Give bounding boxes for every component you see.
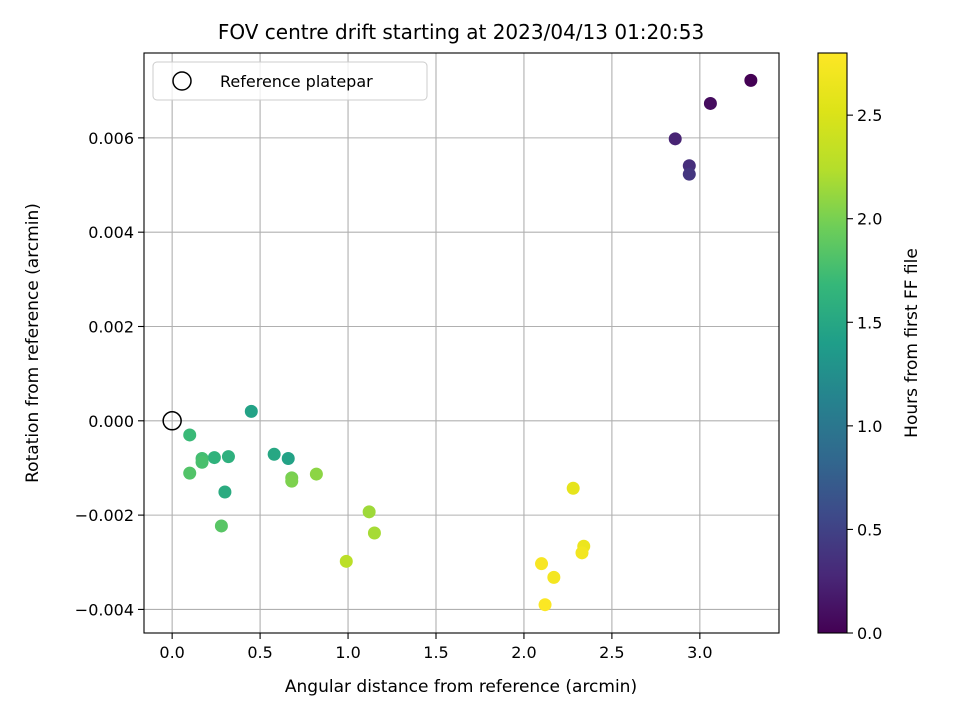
- legend-entry-reference: Reference platepar: [220, 72, 373, 91]
- data-point: [339, 554, 353, 568]
- plot-area: [144, 53, 779, 633]
- colorbar-tick-label: 2.0: [857, 210, 882, 229]
- data-point: [183, 466, 197, 480]
- data-point: [703, 96, 717, 110]
- legend: Reference platepar: [152, 61, 428, 101]
- reference-platepar-marker: [162, 411, 182, 431]
- legend-reference-marker: [172, 71, 192, 91]
- y-tick-label: 0.006: [88, 129, 134, 148]
- y-tick-label: 0.002: [88, 317, 134, 336]
- colorbar-frame: [817, 52, 848, 634]
- data-point: [538, 598, 552, 612]
- data-point: [218, 485, 232, 499]
- data-point: [285, 474, 299, 488]
- colorbar-tick-label: 1.5: [857, 313, 882, 332]
- y-tick-label: −0.002: [75, 506, 134, 525]
- data-point: [267, 447, 281, 461]
- data-point: [668, 132, 682, 146]
- x-tick-label: 2.5: [599, 643, 624, 662]
- y-tick-label: 0.000: [88, 412, 134, 431]
- data-point: [535, 557, 549, 571]
- data-point: [214, 519, 228, 533]
- x-tick-label: 3.0: [687, 643, 712, 662]
- y-axis-label: Rotation from reference (arcmin): [23, 203, 43, 483]
- data-point: [244, 404, 258, 418]
- x-tick-label: 0.0: [159, 643, 184, 662]
- data-point: [682, 167, 696, 181]
- x-tick-label: 2.0: [511, 643, 536, 662]
- data-point: [309, 467, 323, 481]
- data-point: [566, 481, 580, 495]
- chart-title: FOV centre drift starting at 2023/04/13 …: [218, 20, 704, 44]
- x-tick-label: 1.5: [423, 643, 448, 662]
- legend-box: [152, 61, 428, 101]
- data-point: [547, 570, 561, 584]
- data-point: [744, 73, 758, 87]
- y-tick-label: 0.004: [88, 223, 134, 242]
- colorbar-label: Hours from first FF file: [902, 248, 922, 438]
- data-point: [207, 451, 221, 465]
- data-point: [281, 452, 295, 466]
- x-tick-label: 1.0: [335, 643, 360, 662]
- y-tick-label: −0.004: [75, 600, 134, 619]
- plot-frame: [143, 52, 780, 634]
- colorbar-tick-label: 0.5: [857, 520, 882, 539]
- data-point: [575, 546, 589, 560]
- x-tick-label: 0.5: [247, 643, 272, 662]
- colorbar-tick-label: 1.0: [857, 417, 882, 436]
- x-axis-label: Angular distance from reference (arcmin): [285, 677, 637, 697]
- colorbar: [818, 53, 847, 633]
- y-axis-ticks: −0.004 −0.002 0.000 0.002 0.004 0.006: [75, 129, 144, 619]
- data-points: [183, 73, 758, 612]
- data-point: [362, 505, 376, 519]
- colorbar-ticks: 0.0 0.5 1.0 1.5 2.0 2.5: [847, 106, 882, 643]
- data-point: [367, 526, 381, 540]
- data-point: [221, 450, 235, 464]
- colorbar-tick-label: 2.5: [857, 106, 882, 125]
- data-point: [195, 455, 209, 469]
- data-point: [183, 428, 197, 442]
- colorbar-tick-label: 0.0: [857, 624, 882, 643]
- x-axis-ticks: 0.0 0.5 1.0 1.5 2.0 2.5 3.0: [159, 633, 713, 662]
